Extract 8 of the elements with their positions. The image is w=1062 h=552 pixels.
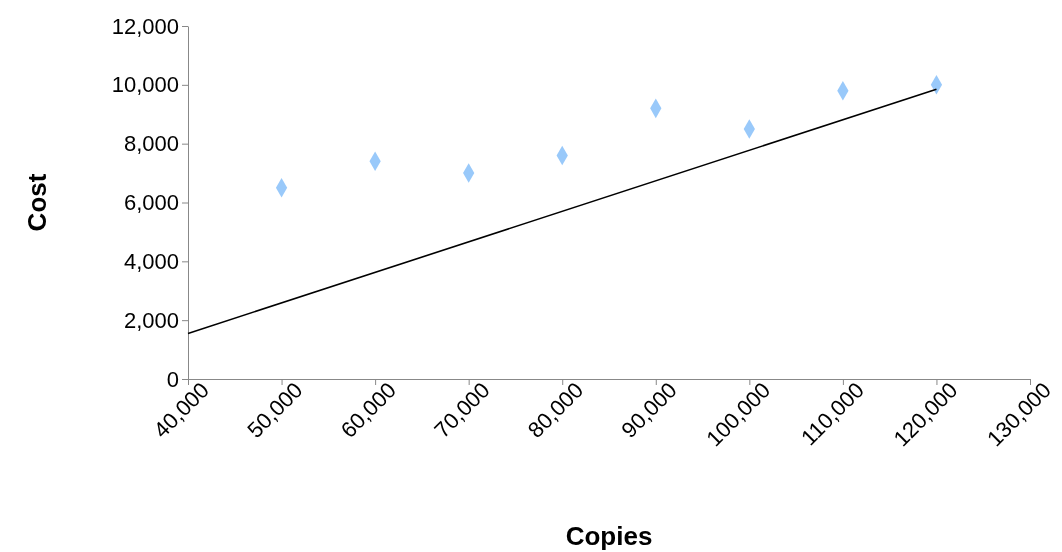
y-axis-title: Cost <box>22 173 52 232</box>
y-tick-label: 12,000 <box>111 13 179 39</box>
y-tick-label: 4,000 <box>123 248 179 274</box>
y-tick-label: 2,000 <box>123 307 179 333</box>
y-tick-label: 8,000 <box>123 131 179 157</box>
y-tick-label: 10,000 <box>111 72 179 98</box>
y-tick-label: 6,000 <box>123 190 179 216</box>
x-axis-title: Copies <box>565 521 653 551</box>
